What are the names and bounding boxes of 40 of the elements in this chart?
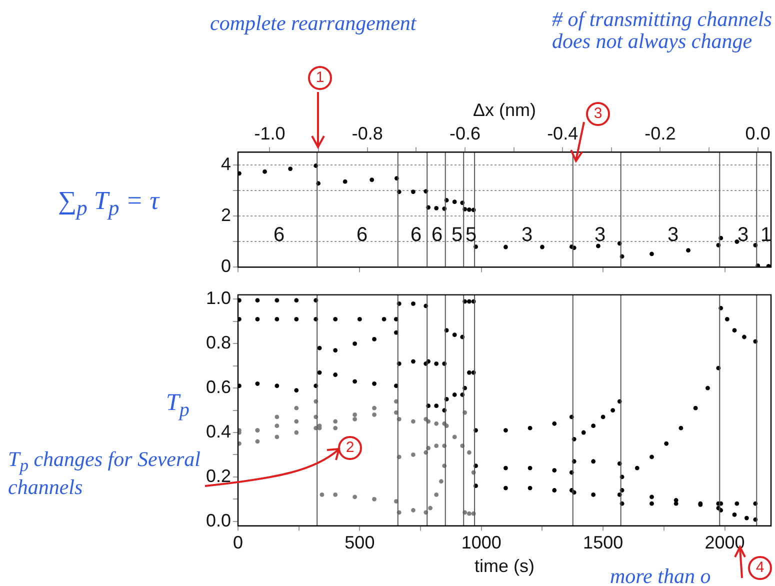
y-tick-label: 4 xyxy=(220,154,231,174)
y-tick-label: 2 xyxy=(220,205,231,226)
text: T$_{p}$ changes for Several channels xyxy=(8,447,200,500)
annotation: 3 xyxy=(521,224,533,246)
x2-tick-label: -0.2 xyxy=(644,123,676,144)
x2-tick-label: -1.0 xyxy=(254,123,286,144)
text: 4 xyxy=(748,556,772,580)
y-axis-title: T$_{p}$ xyxy=(166,390,190,421)
x-tick-label: 2000 xyxy=(704,532,745,553)
text: 3 xyxy=(586,102,610,126)
annotation: 3 xyxy=(737,224,749,246)
x2-tick-label: -0.4 xyxy=(547,123,578,144)
annotation: 6 xyxy=(273,224,285,246)
text: 1 xyxy=(308,66,332,90)
annotation: 5 xyxy=(451,224,463,246)
y-tick-label: 0.8 xyxy=(206,332,231,353)
annotation: 2 xyxy=(338,436,362,460)
x2-axis-title: Δx (nm) xyxy=(472,100,536,120)
y-tick-label: 1.0 xyxy=(206,288,231,308)
x-tick-label: 1000 xyxy=(461,532,502,553)
annotation: 6 xyxy=(410,224,422,246)
x2-tick-label: -0.6 xyxy=(449,123,480,144)
x2-tick-label: -0.8 xyxy=(352,123,383,144)
text: more than o xyxy=(610,564,711,586)
y-tick-label: 0.6 xyxy=(206,377,231,398)
annotation: 6 xyxy=(431,224,443,246)
y-tick-label: 0.0 xyxy=(206,510,231,530)
x-tick-label: 1500 xyxy=(583,532,624,553)
x-tick-label: 500 xyxy=(344,532,375,553)
text: # of transmitting channels does not always change xyxy=(552,7,772,53)
annotation: 6 xyxy=(356,224,368,246)
text: complete rearrangement xyxy=(210,11,416,35)
x2-tick-label: 0.0 xyxy=(745,123,770,144)
y-tick-label: 0.4 xyxy=(206,421,231,442)
y-tick-label: 0.2 xyxy=(206,466,231,486)
annotation: 3 xyxy=(594,224,606,246)
x-axis-title: time (s) xyxy=(474,556,534,576)
y-tick-label: 0 xyxy=(220,256,231,276)
text: ∑$_{p}$ T$_{p}$ = τ xyxy=(58,186,160,220)
annotation: 3 xyxy=(667,224,679,246)
